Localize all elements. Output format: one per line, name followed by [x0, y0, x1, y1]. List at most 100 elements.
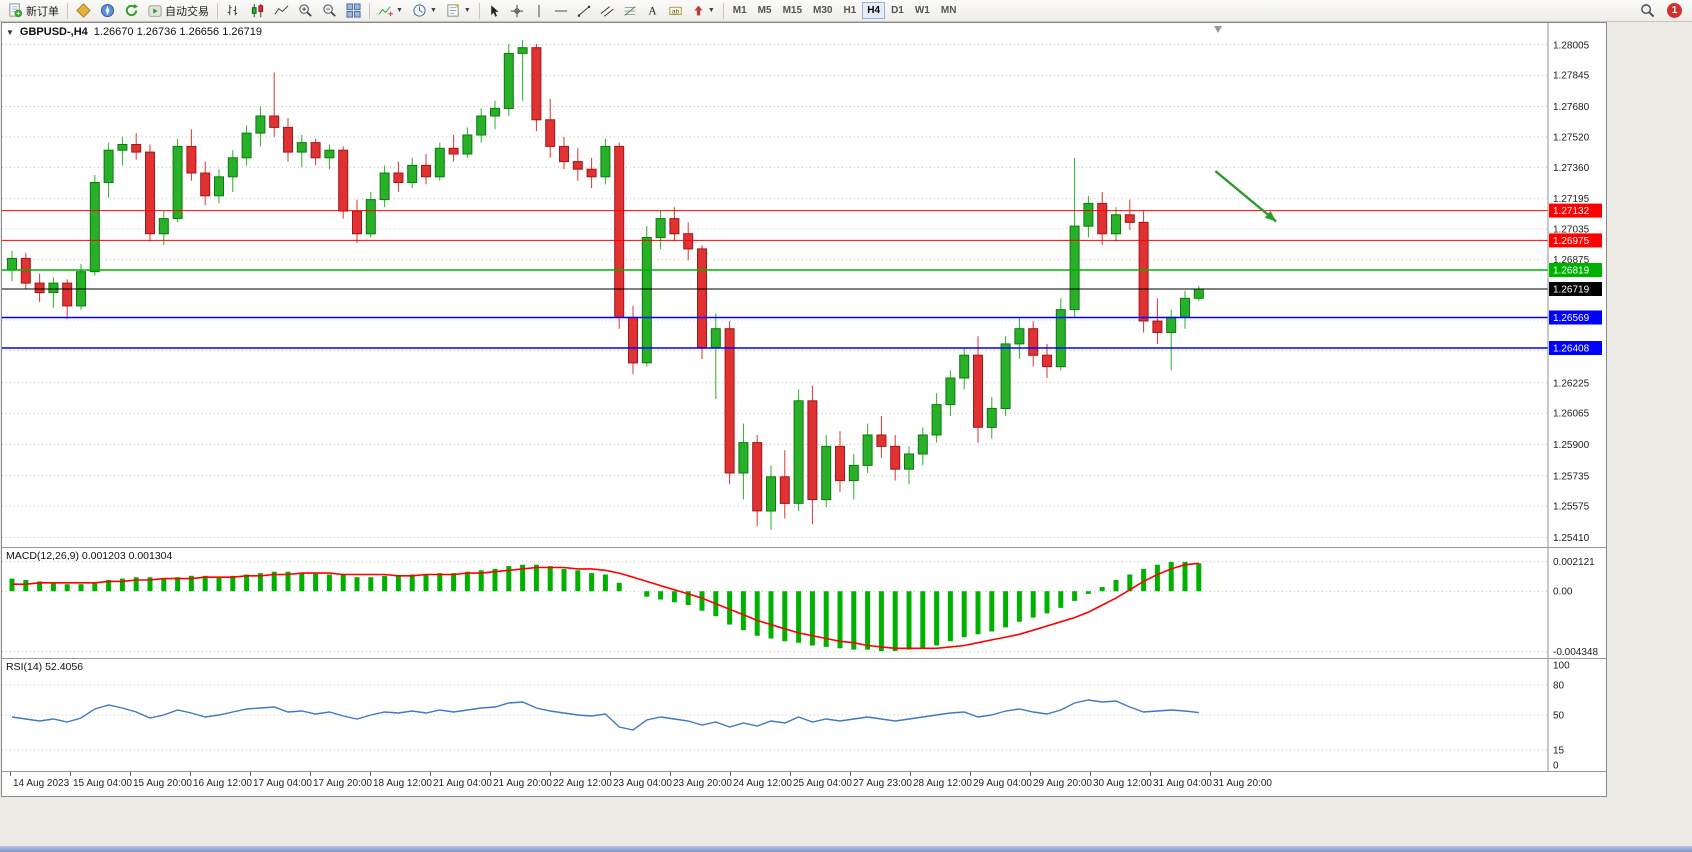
candle-body[interactable]	[517, 47, 528, 54]
timeframe-button-h1[interactable]: H1	[838, 2, 861, 19]
candle-body[interactable]	[490, 107, 500, 117]
periods-button[interactable]: ▼	[408, 1, 441, 20]
candle-body[interactable]	[959, 354, 970, 379]
new-order-button[interactable]: 新订单	[4, 1, 63, 20]
horizontal-line-button[interactable]	[550, 1, 572, 20]
candle-body[interactable]	[669, 218, 680, 235]
candle-body[interactable]	[283, 126, 293, 153]
rsi-canvas[interactable]: 100 80 50 15 0	[2, 659, 1604, 771]
notification-badge[interactable]: 1	[1667, 3, 1682, 18]
cursor-button[interactable]	[484, 1, 505, 20]
candle-body[interactable]	[1180, 297, 1190, 318]
macd-canvas[interactable]: 0.002121 0.00 -0.004348	[2, 548, 1604, 658]
candle-body[interactable]	[876, 434, 887, 447]
timeframe-button-m5[interactable]: M5	[753, 2, 777, 19]
candle-body[interactable]	[766, 476, 776, 512]
candle-body[interactable]	[835, 445, 845, 482]
candle-body[interactable]	[1000, 343, 1011, 409]
candle-body[interactable]	[476, 115, 487, 136]
candle-body[interactable]	[34, 282, 45, 294]
candle-body[interactable]	[1138, 221, 1149, 322]
channel-button[interactable]	[596, 1, 618, 20]
candle-body[interactable]	[1042, 354, 1052, 368]
candle-body[interactable]	[172, 145, 183, 219]
candle-body[interactable]	[1083, 202, 1094, 227]
candle-body[interactable]	[20, 257, 31, 284]
candle-body[interactable]	[655, 218, 666, 239]
candles-layer[interactable]	[7, 40, 1204, 530]
candle-body[interactable]	[1055, 309, 1066, 368]
candle-body[interactable]	[738, 442, 749, 474]
candle-body[interactable]	[628, 316, 638, 364]
one-click-panel-icon[interactable]: ▼	[6, 27, 14, 37]
candle-body[interactable]	[379, 172, 390, 201]
candle-body[interactable]	[117, 144, 128, 151]
timeframe-button-d1[interactable]: D1	[886, 2, 909, 19]
candlestick-chart-button[interactable]	[246, 1, 269, 20]
candle-body[interactable]	[158, 218, 169, 235]
candle-body[interactable]	[807, 400, 818, 500]
candle-body[interactable]	[862, 434, 873, 466]
rsi-panel[interactable]: 100 80 50 15 0 RSI(14) 52.4056	[2, 659, 1606, 772]
candle-body[interactable]	[1014, 328, 1025, 345]
candle-body[interactable]	[7, 257, 17, 271]
candle-body[interactable]	[848, 464, 859, 482]
candle-body[interactable]	[1097, 202, 1108, 235]
text-label-button[interactable]: ab	[664, 1, 687, 20]
zoom-out-button[interactable]	[318, 1, 341, 20]
candle-body[interactable]	[559, 145, 569, 163]
indicators-button[interactable]: ▼	[374, 1, 407, 20]
candle-body[interactable]	[103, 149, 114, 183]
candle-body[interactable]	[531, 47, 542, 121]
timeframe-button-m1[interactable]: M1	[728, 2, 752, 19]
arrow-annotation[interactable]	[1214, 170, 1277, 223]
candle-body[interactable]	[1028, 328, 1039, 356]
candle-body[interactable]	[145, 151, 155, 235]
candle-body[interactable]	[931, 404, 942, 436]
macd-panel[interactable]: 0.002121 0.00 -0.004348 MACD(12,26,9) 0.00…	[2, 548, 1606, 659]
candle-body[interactable]	[1069, 225, 1080, 311]
candle-body[interactable]	[200, 172, 211, 197]
fibonacci-button[interactable]	[619, 1, 641, 20]
candle-body[interactable]	[462, 134, 473, 155]
candle-body[interactable]	[434, 147, 445, 178]
candle-body[interactable]	[407, 164, 418, 183]
candle-body[interactable]	[1193, 288, 1204, 299]
candle-body[interactable]	[365, 199, 376, 235]
candle-body[interactable]	[586, 168, 597, 178]
candle-body[interactable]	[324, 149, 335, 159]
candle-body[interactable]	[683, 233, 694, 250]
candle-body[interactable]	[269, 115, 280, 128]
candle-body[interactable]	[227, 157, 238, 178]
candle-body[interactable]	[48, 282, 59, 294]
candle-body[interactable]	[752, 442, 763, 512]
candle-body[interactable]	[793, 400, 804, 504]
candle-body[interactable]	[89, 182, 100, 273]
candle-body[interactable]	[421, 164, 431, 178]
candle-body[interactable]	[1152, 320, 1163, 334]
navigator-button[interactable]	[96, 1, 119, 20]
candle-body[interactable]	[241, 132, 252, 159]
candle-body[interactable]	[448, 147, 459, 155]
candle-body[interactable]	[724, 328, 735, 474]
templates-button[interactable]: ▼	[442, 1, 475, 20]
line-chart-button[interactable]	[270, 1, 293, 20]
timeframe-button-h4[interactable]: H4	[862, 2, 886, 19]
candle-body[interactable]	[697, 248, 707, 349]
candle-body[interactable]	[545, 119, 556, 147]
candle-body[interactable]	[890, 445, 901, 470]
price-chart-panel[interactable]: 1.28005 1.27845 1.27680 1.27520 1.27360 1.271…	[2, 23, 1606, 548]
timeframe-button-mn[interactable]: MN	[936, 2, 962, 19]
candle-body[interactable]	[255, 115, 266, 134]
market-watch-button[interactable]	[72, 1, 95, 20]
zoom-in-button[interactable]	[294, 1, 317, 20]
price-chart-canvas[interactable]: 1.28005 1.27845 1.27680 1.27520 1.27360 1.271…	[2, 23, 1604, 547]
candle-body[interactable]	[352, 210, 362, 235]
chart-shift-marker[interactable]	[1214, 26, 1222, 33]
candle-body[interactable]	[310, 142, 321, 159]
candle-body[interactable]	[186, 145, 197, 174]
candle-body[interactable]	[986, 407, 997, 428]
candle-body[interactable]	[1166, 316, 1177, 333]
horizontal-lines-layer[interactable]	[2, 210, 1548, 349]
candle-body[interactable]	[393, 172, 404, 183]
